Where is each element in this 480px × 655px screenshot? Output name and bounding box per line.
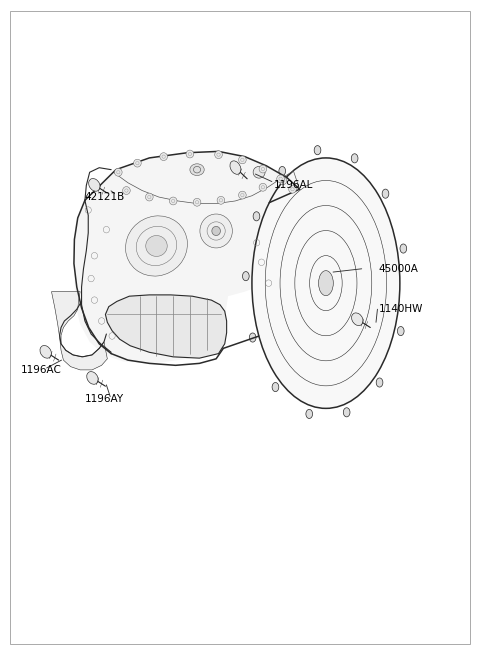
Ellipse shape	[146, 236, 167, 256]
Ellipse shape	[193, 198, 201, 206]
Ellipse shape	[87, 371, 98, 384]
Polygon shape	[74, 151, 304, 364]
Ellipse shape	[215, 151, 222, 159]
Ellipse shape	[190, 164, 204, 176]
Ellipse shape	[249, 333, 256, 342]
Ellipse shape	[253, 166, 265, 178]
Ellipse shape	[288, 185, 296, 193]
Ellipse shape	[279, 177, 287, 185]
Ellipse shape	[122, 187, 130, 195]
Ellipse shape	[242, 272, 249, 281]
Ellipse shape	[343, 407, 350, 417]
Ellipse shape	[239, 156, 246, 164]
Ellipse shape	[252, 158, 400, 408]
Text: 45000A: 45000A	[378, 264, 418, 274]
Ellipse shape	[319, 271, 333, 295]
Ellipse shape	[160, 153, 168, 160]
Text: 1196AY: 1196AY	[85, 394, 124, 404]
Ellipse shape	[230, 161, 241, 174]
Ellipse shape	[115, 168, 122, 176]
Ellipse shape	[397, 326, 404, 335]
Ellipse shape	[382, 189, 389, 198]
Ellipse shape	[259, 183, 267, 191]
Ellipse shape	[169, 197, 177, 205]
Ellipse shape	[212, 227, 220, 236]
Ellipse shape	[133, 159, 141, 167]
Ellipse shape	[279, 166, 286, 176]
Ellipse shape	[239, 191, 246, 199]
Text: 1196AL: 1196AL	[274, 180, 313, 191]
Ellipse shape	[186, 150, 194, 158]
Text: 42121B: 42121B	[85, 192, 125, 202]
Ellipse shape	[40, 345, 51, 358]
Ellipse shape	[400, 244, 407, 253]
Ellipse shape	[145, 193, 153, 201]
Ellipse shape	[272, 383, 279, 392]
Ellipse shape	[200, 214, 232, 248]
Ellipse shape	[376, 378, 383, 387]
Polygon shape	[106, 295, 227, 358]
Text: 1196AC: 1196AC	[21, 365, 61, 375]
Ellipse shape	[253, 212, 260, 221]
Text: 1140HW: 1140HW	[378, 304, 423, 314]
Ellipse shape	[89, 179, 100, 191]
Ellipse shape	[217, 196, 225, 204]
Ellipse shape	[351, 154, 358, 163]
Ellipse shape	[352, 313, 363, 326]
Ellipse shape	[277, 175, 284, 183]
Polygon shape	[51, 291, 108, 370]
Ellipse shape	[259, 165, 267, 173]
Ellipse shape	[306, 409, 312, 419]
Ellipse shape	[314, 145, 321, 155]
Ellipse shape	[126, 216, 188, 276]
